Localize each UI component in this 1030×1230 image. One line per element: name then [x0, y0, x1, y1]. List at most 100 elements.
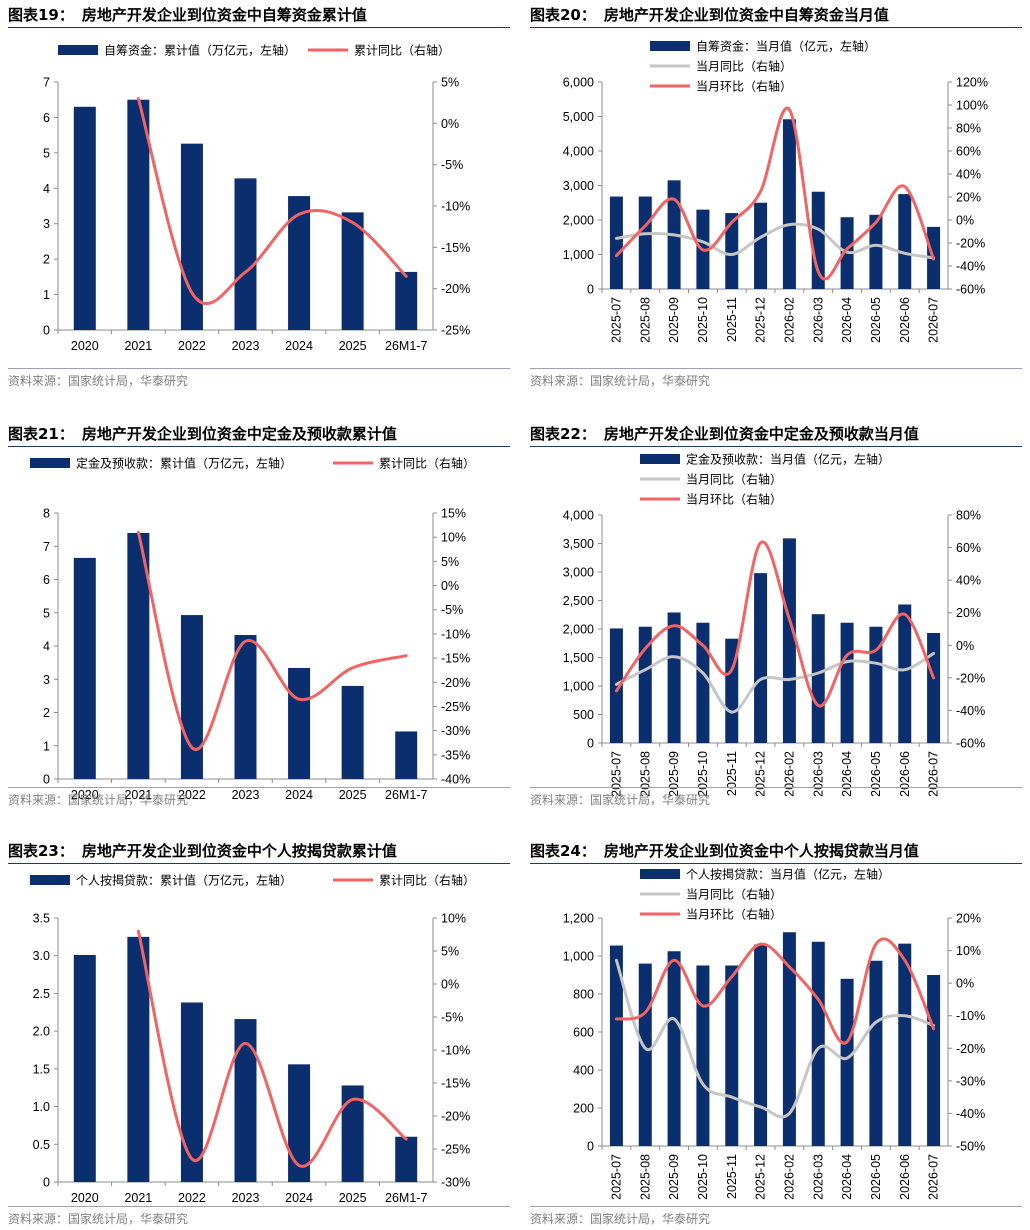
y-left-tick-label: 3,500	[563, 537, 594, 551]
bar	[696, 622, 710, 743]
x-tick-label: 2026-06	[898, 297, 912, 343]
y-left-tick-label: 200	[573, 1102, 594, 1116]
y-left-tick-label: 2	[43, 706, 50, 720]
chart-fig19: 0 1 2 3 4 5 6 7 -25% -20% -15% -10% -5% 0% 5% 2020 2021 2…	[43, 43, 470, 354]
bar	[782, 932, 796, 1146]
chart-fig24: 0 200 400 600 800 1,000 1,200 -50% -40% -30% -20% -…	[563, 867, 985, 1200]
chart-fig22: 0 500 1,000 1,500 2,000 2,500 3,000 3,500 4,000 -…	[563, 452, 985, 797]
source-note: 资料来源：国家统计局，华泰研究	[8, 787, 510, 807]
y-left-tick-label: 0	[43, 1176, 50, 1190]
y-right-tick-label: -10%	[441, 627, 470, 641]
series-line	[136, 530, 408, 751]
bar	[667, 951, 681, 1146]
x-tick-label: 2026-02	[782, 1154, 796, 1200]
y-right-tick-label: -30%	[956, 1074, 985, 1088]
y-right-tick-label: -10%	[441, 200, 470, 214]
y-right-tick-label: -30%	[441, 1176, 470, 1190]
bar	[927, 632, 941, 743]
bar	[288, 196, 311, 330]
y-right-tick-label: 15%	[441, 507, 466, 521]
bar	[898, 604, 912, 743]
y-left-tick-label: 3,000	[563, 566, 594, 580]
bar	[869, 214, 883, 289]
y-left-tick-label: 3.0	[33, 949, 50, 963]
y-left-tick-label: 1,000	[563, 950, 594, 964]
x-tick-label: 2023	[232, 788, 260, 802]
legend-swatch	[640, 869, 680, 879]
y-right-tick-label: 10%	[441, 912, 466, 926]
x-tick-label: 2025-10	[696, 297, 710, 343]
panel-fig19: 图表19： 房地产开发企业到位资金中自筹资金累计值 0 1 2 3 4 5 6 7 -25% -20…	[8, 2, 510, 392]
y-left-tick-label: 1,200	[563, 912, 594, 926]
series-line	[614, 958, 936, 1119]
bar	[869, 960, 883, 1146]
y-right-tick-label: 100%	[956, 99, 988, 113]
chart-fig23: 0 0.5 1.0 1.5 2.0 2.5 3.0 3.5 -30% -25% -20% -15% -1…	[30, 873, 475, 1205]
legend-label: 当月同比（右轴）	[686, 472, 782, 487]
bar	[288, 667, 311, 779]
panel-fig22: 图表22： 房地产开发企业到位资金中定金及预收款当月值 0 500 1,000 1,50…	[530, 421, 1022, 811]
x-tick-label: 2025	[339, 788, 367, 802]
y-left-tick-label: 1,000	[563, 680, 594, 694]
bar	[754, 573, 768, 743]
y-right-tick-label: -20%	[441, 676, 470, 690]
bar	[341, 1085, 364, 1182]
panel-fig23: 图表23： 房地产开发企业到位资金中个人按揭贷款累计值 0 0.5 1.0 1.5 2.0…	[8, 838, 510, 1228]
x-tick-label: 2026-03	[811, 751, 825, 797]
y-right-tick-label: -10%	[441, 1044, 470, 1058]
x-tick-label: 2022	[178, 788, 206, 802]
legend-label: 累计同比（右轴）	[379, 873, 475, 888]
bar	[840, 622, 854, 743]
y-left-tick-label: 4	[43, 640, 50, 654]
y-left-tick-label: 1,000	[563, 248, 594, 262]
bar	[638, 196, 652, 289]
bar	[754, 202, 768, 289]
x-tick-label: 2025-09	[667, 297, 681, 343]
x-tick-label: 2024	[285, 1191, 313, 1205]
y-right-tick-label: 0%	[956, 977, 974, 991]
y-left-tick-label: 5	[43, 606, 50, 620]
bar	[811, 614, 825, 743]
x-tick-label: 2024	[285, 788, 313, 802]
legend-label: 当月同比（右轴）	[696, 59, 792, 74]
y-right-tick-label: 5%	[441, 555, 459, 569]
chart-fig21: 0 1 2 3 4 5 6 7 8 -40% -35% -30% -25% -20% -15% -10% -5%…	[30, 456, 475, 802]
bar	[638, 626, 652, 743]
bar	[782, 119, 796, 289]
y-left-tick-label: 1,500	[563, 651, 594, 665]
y-left-tick-label: 800	[573, 988, 594, 1002]
x-tick-label: 2026-04	[840, 1154, 854, 1200]
y-left-tick-label: 8	[43, 507, 50, 521]
x-tick-label: 2026-05	[869, 297, 883, 343]
x-tick-label: 2025-11	[725, 297, 739, 342]
y-right-tick-label: -40%	[956, 260, 985, 274]
x-tick-label: 2026-06	[898, 751, 912, 797]
legend-label: 累计同比（右轴）	[354, 43, 450, 58]
x-tick-label: 2021	[124, 339, 152, 353]
source-note: 资料来源：国家统计局，华泰研究	[530, 368, 1022, 388]
x-tick-label: 2026-07	[927, 751, 941, 797]
bar	[234, 178, 257, 330]
bar	[395, 271, 418, 330]
bar	[898, 194, 912, 289]
x-tick-label: 2026-05	[869, 751, 883, 797]
x-tick-label: 2026-03	[811, 1154, 825, 1200]
x-tick-label: 2026-07	[927, 297, 941, 343]
y-right-tick-label: 0%	[956, 214, 974, 228]
bar	[180, 1002, 203, 1182]
bar	[609, 945, 623, 1146]
x-tick-label: 2026-05	[869, 1154, 883, 1200]
y-left-tick-label: 6,000	[563, 76, 594, 90]
legend-label: 当月环比（右轴）	[696, 79, 792, 94]
legend-label: 定金及预收款：累计值（万亿元，左轴）	[76, 456, 292, 471]
y-right-tick-label: 10%	[441, 531, 466, 545]
y-right-tick-label: -20%	[441, 282, 470, 296]
y-right-tick-label: 0%	[441, 117, 459, 131]
y-left-tick-label: 2,500	[563, 594, 594, 608]
x-tick-label: 2022	[178, 1191, 206, 1205]
y-right-tick-label: -30%	[441, 724, 470, 738]
bar	[927, 975, 941, 1146]
y-left-tick-label: 4,000	[563, 145, 594, 159]
x-tick-label: 2025-09	[667, 1154, 681, 1200]
x-tick-label: 2021	[124, 788, 152, 802]
